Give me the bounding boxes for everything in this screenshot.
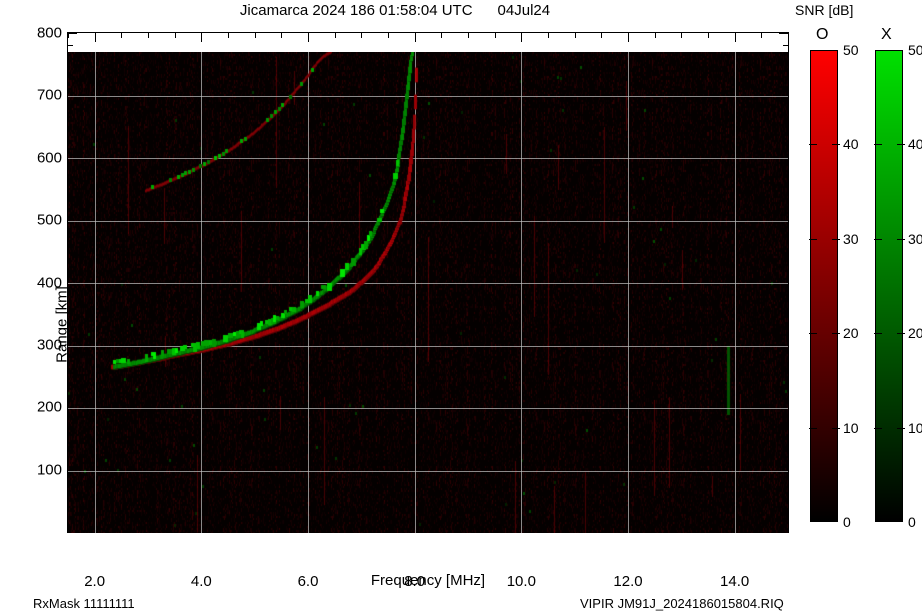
x-minor-tick <box>334 33 336 38</box>
y-axis-title: Range [km] <box>53 286 71 363</box>
rxmask-label: RxMask 11111111 <box>33 596 135 611</box>
x-minor-tick <box>548 33 549 38</box>
colorbar-o-tick <box>809 239 817 240</box>
x-tick-label: 2.0 <box>84 573 106 590</box>
colorbar-o-tick-label: 50 <box>843 42 859 58</box>
x-tick-label: 10.0 <box>506 573 536 590</box>
x-minor-tick <box>361 33 363 38</box>
x-tick-label: 6.0 <box>297 573 319 590</box>
x-major-tick <box>628 33 629 42</box>
x-minor-tick <box>574 33 576 38</box>
colorbar-o-mode-label: O <box>816 26 829 43</box>
x-minor-tick <box>121 33 123 38</box>
colorbar-x-tick-label: 30 <box>908 231 922 247</box>
x-minor-tick <box>788 527 789 532</box>
x-tick-label: 12.0 <box>613 573 643 590</box>
x-major-tick <box>94 33 96 42</box>
y-tick-label: 400 <box>36 274 62 291</box>
colorbar-x-tick-label: 50 <box>908 42 922 58</box>
x-minor-tick <box>148 33 149 38</box>
colorbar-o-tick-label: 10 <box>843 420 859 436</box>
x-major-tick <box>734 33 736 42</box>
y-minor-tick <box>68 45 73 47</box>
y-tick-label: 700 <box>36 86 62 104</box>
x-major-tick <box>414 33 416 42</box>
x-minor-tick <box>761 33 763 38</box>
x-minor-tick <box>281 33 283 38</box>
y-tick-label: 200 <box>36 398 62 416</box>
colorbar-x-tick-label: 20 <box>908 325 922 341</box>
colorbar-x-tick-label: 10 <box>908 420 922 436</box>
x-major-tick <box>308 33 309 42</box>
x-minor-tick <box>228 33 229 38</box>
x-major-tick <box>201 33 203 42</box>
x-axis-title: Frequency [MHz] <box>370 572 486 589</box>
x-major-tick <box>521 33 523 42</box>
colorbar-x-tick <box>897 333 905 334</box>
colorbar-o-tick-label: 0 <box>843 514 851 530</box>
x-minor-tick <box>468 33 469 38</box>
x-minor-tick <box>174 33 176 38</box>
colorbar-x-tick <box>897 144 905 145</box>
colorbar-o-tick <box>809 428 817 429</box>
x-tick-label: 4.0 <box>190 573 212 590</box>
colorbar-o-tick <box>809 144 817 145</box>
x-tick-label: 8.0 <box>404 573 426 590</box>
y-major-tick <box>68 33 77 34</box>
colorbar-x-tick <box>897 239 905 240</box>
x-minor-tick <box>254 33 256 38</box>
colorbar-x-tick <box>874 144 882 145</box>
colorbar-title: SNR [dB] <box>795 2 854 18</box>
ionogram-plot-frame: 100 200 300 400 500 600 700 800 2.0 4.0 6.0 8.0 10.… <box>37 25 789 590</box>
y-minor-tick <box>783 45 788 47</box>
y-tick-label: 100 <box>36 461 62 479</box>
colorbar-o-tick <box>832 144 840 145</box>
colorbar-o-mode <box>810 50 838 522</box>
x-minor-tick <box>681 33 683 38</box>
x-minor-tick <box>654 33 656 38</box>
colorbar-o-tick <box>832 428 840 429</box>
source-file-label: VIPIR JM91J_2024186015804.RIQ <box>580 596 784 611</box>
x-minor-tick <box>601 33 603 38</box>
colorbar-x-tick-label: 0 <box>908 514 916 530</box>
colorbar-x-mode <box>875 50 903 522</box>
x-minor-tick <box>388 33 389 38</box>
x-minor-tick <box>494 33 496 38</box>
echo-trace-layer <box>68 52 788 533</box>
colorbar-o-tick <box>832 333 840 334</box>
colorbar-x-tick <box>874 239 882 240</box>
x-minor-tick <box>708 33 709 38</box>
y-tick-label: 600 <box>36 149 62 167</box>
colorbar-o-tick <box>832 239 840 240</box>
x-minor-tick <box>788 33 789 38</box>
x-minor-tick <box>68 33 69 38</box>
colorbar-x-mode-label: X <box>881 26 892 43</box>
colorbar-o-tick-label: 40 <box>843 136 859 152</box>
colorbar-x-tick-label: 40 <box>908 136 922 152</box>
y-tick-label: 800 <box>36 24 62 42</box>
colorbar-x-tick <box>897 428 905 429</box>
colorbar-x-tick <box>874 428 882 429</box>
x-tick-label: 14.0 <box>720 573 750 590</box>
ionogram-data-canvas <box>68 52 788 533</box>
colorbar-o-tick-label: 20 <box>843 325 859 341</box>
colorbar-o-tick <box>809 333 817 334</box>
page-title: Jicamarca 2024 186 01:58:04 UTC 04Jul24 <box>239 2 551 19</box>
colorbar-x-tick <box>874 333 882 334</box>
colorbar-o-tick-label: 30 <box>843 231 859 247</box>
y-major-tick <box>779 33 788 34</box>
y-tick-label: 300 <box>36 336 62 354</box>
y-tick-label: 500 <box>36 211 62 229</box>
x-minor-tick <box>441 33 443 38</box>
